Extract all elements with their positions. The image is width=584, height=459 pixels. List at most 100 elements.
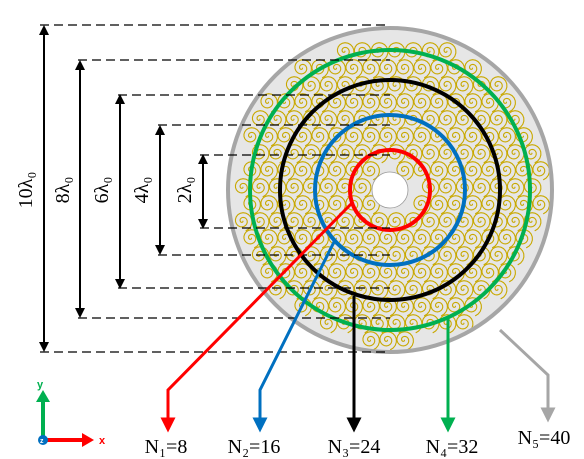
y-axis-head bbox=[36, 390, 50, 402]
spiral-element bbox=[396, 127, 414, 147]
spiral-element bbox=[421, 212, 440, 232]
spiral-element bbox=[362, 229, 380, 249]
spiral-element bbox=[345, 229, 363, 249]
z-axis-label: z bbox=[40, 438, 44, 445]
spiral-element bbox=[268, 280, 287, 300]
spiral-element bbox=[311, 297, 329, 317]
spiral-element bbox=[387, 212, 406, 232]
spiral-element bbox=[353, 76, 372, 96]
spiral-element bbox=[455, 280, 474, 300]
spiral-element bbox=[251, 110, 270, 130]
spiral-element bbox=[362, 127, 380, 147]
spiral-element bbox=[387, 246, 406, 266]
spiral-element bbox=[285, 76, 304, 96]
spiral-element bbox=[370, 280, 389, 300]
ring-n3 bbox=[278, 78, 502, 302]
dim-label-2: 2λ₀ bbox=[174, 177, 196, 204]
spiral-element bbox=[379, 59, 397, 79]
ring-label-n1: N₁=8 bbox=[145, 436, 188, 458]
spiral-element bbox=[455, 246, 474, 266]
spiral-element bbox=[481, 263, 499, 283]
spiral-element bbox=[413, 127, 431, 147]
spiral-element bbox=[455, 76, 474, 96]
spiral-element bbox=[430, 297, 448, 317]
spiral-element bbox=[455, 314, 474, 334]
ring-label-n5: N₅=40 bbox=[518, 427, 571, 449]
center-hole bbox=[371, 171, 409, 209]
spiral-element bbox=[353, 246, 372, 266]
spiral-element bbox=[370, 246, 389, 266]
spiral-element bbox=[498, 195, 516, 215]
spiral-element bbox=[396, 161, 414, 181]
spiral-element bbox=[336, 42, 355, 62]
spiral-element bbox=[379, 127, 397, 147]
spiral-element bbox=[268, 144, 287, 164]
spiral-element bbox=[302, 212, 321, 232]
spiral-element bbox=[438, 178, 457, 198]
spiral-element bbox=[464, 263, 482, 283]
spiral-element bbox=[362, 161, 380, 181]
spiral-element bbox=[345, 127, 363, 147]
ring-label-n3: N₃=24 bbox=[328, 436, 381, 458]
spiral-element bbox=[387, 144, 406, 164]
leader-n2 bbox=[252, 239, 337, 433]
spiral-element bbox=[311, 127, 329, 147]
spiral-element bbox=[294, 161, 312, 181]
spiral-element bbox=[336, 314, 355, 334]
spiral-element bbox=[438, 76, 457, 96]
spiral-element bbox=[243, 127, 261, 147]
spiral-element bbox=[387, 280, 406, 300]
spiral-element bbox=[489, 144, 508, 164]
spiral-element bbox=[404, 246, 423, 266]
spiral-element bbox=[421, 144, 440, 164]
spiral-element bbox=[455, 144, 474, 164]
spiral-element bbox=[404, 76, 423, 96]
spiral-element bbox=[260, 195, 278, 215]
spiral-element bbox=[396, 331, 414, 351]
spiral-element bbox=[472, 144, 491, 164]
spiral-element bbox=[447, 59, 465, 79]
spiral-element bbox=[379, 93, 397, 113]
spiral-element bbox=[277, 195, 295, 215]
spiral-element bbox=[438, 246, 457, 266]
spiral-element bbox=[285, 144, 304, 164]
spiral-element bbox=[523, 212, 542, 232]
spiral-element bbox=[481, 161, 499, 181]
spiral-element bbox=[353, 280, 372, 300]
spiral-element bbox=[523, 144, 542, 164]
ring-boundaries bbox=[226, 26, 554, 354]
spiral-element bbox=[498, 93, 516, 113]
spiral-element bbox=[396, 93, 414, 113]
spiral-element bbox=[379, 331, 397, 351]
spiral-element bbox=[498, 127, 516, 147]
x-axis-head bbox=[82, 433, 94, 447]
spiral-element bbox=[413, 93, 431, 113]
spiral-element bbox=[294, 263, 312, 283]
spiral-element bbox=[396, 229, 414, 249]
spiral-element bbox=[345, 59, 363, 79]
z-axis-dot bbox=[38, 435, 48, 445]
spiral-element bbox=[387, 314, 406, 334]
spiral-element bbox=[447, 195, 465, 215]
spiral-element bbox=[370, 110, 389, 130]
spiral-element bbox=[506, 212, 525, 232]
coordinate-triad: y x z bbox=[36, 379, 106, 447]
spiral-element bbox=[336, 246, 355, 266]
spiral-element bbox=[481, 195, 499, 215]
spiral-element bbox=[319, 76, 338, 96]
spiral-element bbox=[464, 127, 482, 147]
spiral-element bbox=[319, 178, 338, 198]
spiral-element bbox=[294, 195, 312, 215]
spiral-element bbox=[464, 59, 482, 79]
spiral-element bbox=[447, 297, 465, 317]
spiral-element bbox=[234, 212, 253, 232]
spiral-element bbox=[489, 110, 508, 130]
spiral-element bbox=[234, 178, 253, 198]
spiral-element bbox=[489, 76, 508, 96]
spiral-element bbox=[464, 229, 482, 249]
spiral-element bbox=[302, 144, 321, 164]
spiral-element bbox=[387, 76, 406, 96]
spiral-element bbox=[336, 110, 355, 130]
spiral-element bbox=[277, 161, 295, 181]
